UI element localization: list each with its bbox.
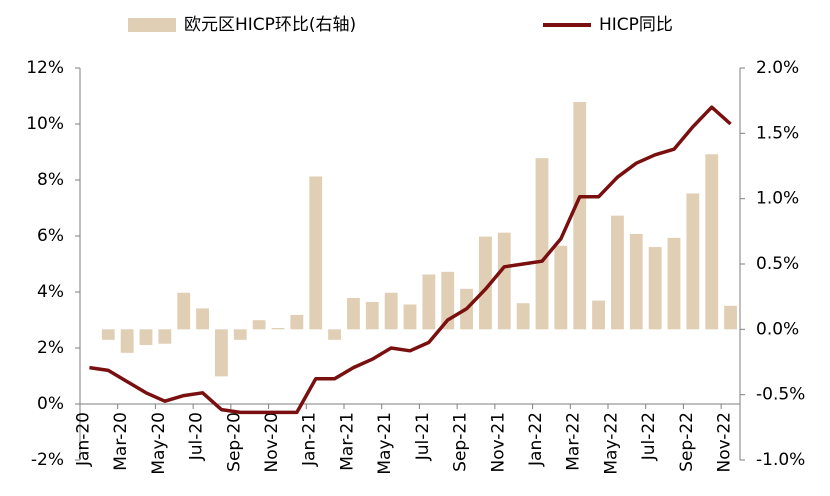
x-tick-label: Sep-22 (677, 412, 697, 472)
bar (535, 158, 549, 330)
y-tick-label: 2% (37, 338, 64, 358)
x-tick-label: Jul-22 (639, 412, 659, 461)
bar (290, 314, 304, 330)
y2-tick-label: 0.5% (756, 254, 799, 274)
bar (611, 215, 624, 330)
x-tick-label: May-22 (601, 412, 621, 475)
bar (516, 303, 530, 330)
bar (554, 245, 568, 330)
bar (309, 176, 323, 330)
bar (328, 329, 341, 340)
bar (705, 154, 719, 330)
bar (158, 329, 172, 344)
x-tick-label: May-20 (149, 412, 169, 475)
bar (347, 297, 360, 330)
x-tick-label: Sep-21 (451, 412, 471, 472)
y2-tick-label: 1.5% (756, 123, 799, 143)
bar (139, 329, 153, 346)
x-tick-label: Jan-21 (300, 412, 320, 467)
x-tick-label: Nov-20 (262, 412, 282, 473)
x-tick-label: Sep-20 (224, 412, 244, 472)
bar (422, 274, 436, 330)
y-tick-label: 4% (37, 282, 64, 302)
y2-tick-label: 0.0% (756, 319, 799, 339)
bar (724, 305, 737, 330)
bar (441, 271, 455, 330)
x-tick-label: Mar-21 (337, 412, 357, 471)
bar (667, 237, 681, 330)
bar (403, 304, 417, 330)
y-tick-label: 0% (37, 394, 64, 414)
bar (196, 308, 209, 330)
bar (177, 292, 191, 330)
x-tick-label: Jan-22 (526, 412, 546, 467)
bar (271, 328, 285, 330)
bar (592, 300, 605, 330)
y2-tick-label: -0.5% (756, 385, 805, 405)
legend-swatch (128, 18, 176, 32)
x-tick-label: Nov-21 (488, 412, 508, 473)
bar (233, 329, 247, 340)
x-tick-label: Nov-22 (715, 412, 735, 473)
bar (629, 233, 643, 330)
y-tick-label: 10% (26, 114, 64, 134)
x-tick-label: May-21 (375, 412, 395, 475)
y-tick-label: -2% (31, 450, 64, 470)
bar (252, 320, 266, 330)
x-tick-label: Jul-20 (187, 412, 207, 461)
x-tick-label: Jul-21 (413, 412, 433, 461)
y2-tick-label: 1.0% (756, 189, 799, 209)
y-tick-label: 6% (37, 226, 64, 246)
line (89, 105, 732, 415)
bar (101, 329, 115, 340)
bar (573, 101, 587, 330)
y-tick-label: 8% (37, 170, 64, 190)
bar (497, 232, 511, 330)
bar (648, 247, 662, 330)
bar (365, 301, 379, 330)
bar (479, 236, 492, 330)
y2-tick-label: -1.0% (756, 450, 805, 470)
x-tick-label: Mar-20 (111, 412, 131, 471)
bar (120, 329, 134, 353)
bar (384, 292, 398, 330)
bar (686, 193, 700, 330)
x-tick-label: Jan-20 (73, 412, 93, 467)
y-tick-label: 12% (26, 58, 64, 78)
legend-label: 欧元区HICP环比(右轴) (184, 15, 356, 35)
bar (215, 329, 228, 377)
x-tick-label: Mar-22 (564, 412, 584, 471)
legend-label: HICP同比 (599, 15, 673, 35)
y2-tick-label: 2.0% (756, 58, 799, 78)
